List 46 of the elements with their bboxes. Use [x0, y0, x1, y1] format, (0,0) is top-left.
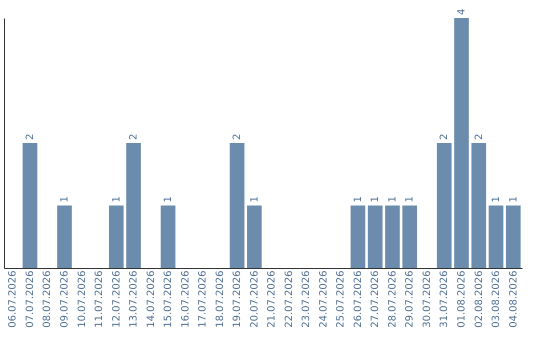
x-tick-label: 16.07.2026: [180, 270, 192, 328]
x-tick-label: 14.07.2026: [146, 270, 157, 328]
x-tick-label: 12.07.2026: [111, 270, 122, 328]
x-tick-label: 31.07.2026: [439, 270, 450, 328]
x-tick-label: 24.07.2026: [318, 270, 330, 328]
data-label: 2: [439, 134, 450, 140]
x-tick-label: 30.07.2026: [422, 270, 433, 328]
x-tick-label: 15.07.2026: [163, 270, 174, 328]
x-tick-label: 11.07.2026: [94, 270, 106, 328]
data-label: 2: [128, 134, 140, 140]
x-tick-label: 17.07.2026: [198, 270, 209, 328]
data-label: 1: [491, 196, 502, 202]
x-tick-label: 28.07.2026: [387, 270, 398, 328]
data-label: 1: [111, 196, 122, 202]
x-tick-label: 01.08.2026: [456, 270, 468, 328]
x-tick-label: 02.08.2026: [474, 270, 485, 328]
data-label: 2: [24, 134, 36, 140]
x-tick-label: 22.07.2026: [284, 270, 295, 328]
data-label: 1: [370, 196, 382, 202]
x-tick-label: 07.07.2026: [24, 270, 36, 328]
x-tick-label: 27.07.2026: [370, 270, 382, 328]
x-tick-label: 09.07.2026: [60, 270, 70, 328]
data-label: 1: [387, 196, 398, 202]
data-label: 1: [352, 196, 364, 202]
x-tick-label: 26.07.2026: [352, 270, 364, 328]
data-label: 1: [508, 196, 520, 202]
x-tick-label: 20.07.2026: [249, 270, 260, 328]
x-tick-label: 21.07.2026: [266, 270, 278, 328]
x-tick-label: 18.07.2026: [214, 270, 226, 328]
data-label: 2: [232, 134, 244, 140]
x-tick-label: 19.07.2026: [232, 270, 244, 328]
x-tick-label: 10.07.2026: [76, 270, 88, 328]
data-label: 1: [163, 196, 174, 202]
x-tick-label: 06.07.2026: [8, 270, 19, 328]
data-label: 4: [456, 8, 468, 15]
data-label: 2: [474, 134, 485, 140]
x-tick-label: 03.08.2026: [491, 270, 502, 328]
x-tick-label: 23.07.2026: [301, 270, 312, 328]
x-tick-label: 04.08.2026: [508, 270, 520, 328]
data-label: 1: [249, 196, 260, 202]
x-tick-label: 13.07.2026: [128, 270, 140, 328]
x-tick-label: 25.07.2026: [336, 270, 347, 328]
x-tick-label: 29.07.2026: [404, 270, 416, 328]
data-label: 1: [404, 196, 416, 202]
x-tick-label: 08.07.2026: [42, 270, 54, 328]
data-label: 1: [60, 196, 70, 202]
